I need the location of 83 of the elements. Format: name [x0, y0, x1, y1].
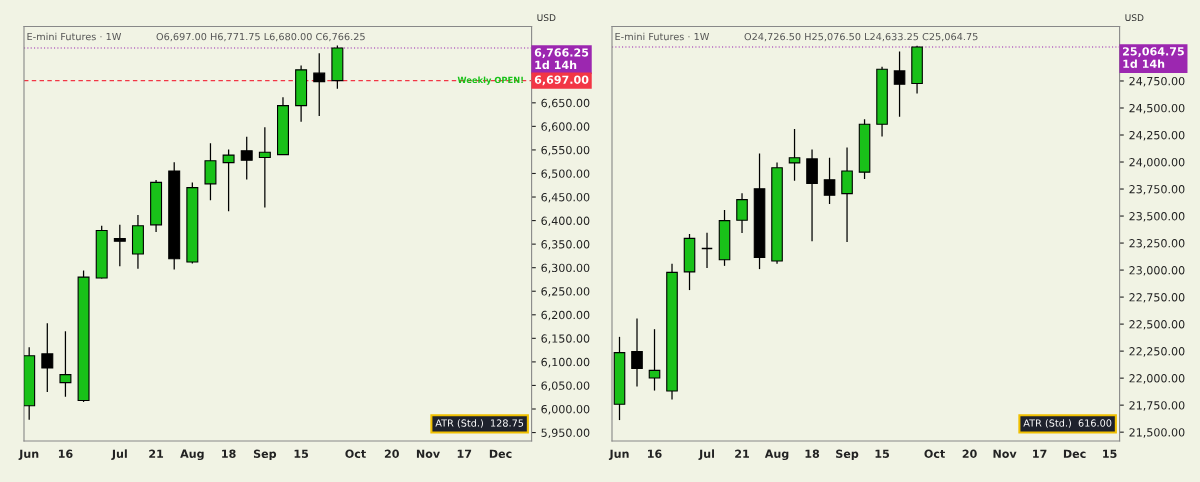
text: E-mini Futures · 1W [615, 32, 710, 41]
y-tick-label: 22,750.00 [1129, 293, 1185, 303]
annotation: ATR (Std.) 616.00 [1023, 419, 1112, 428]
candlestick [788, 128, 801, 182]
x-tick-label: 18 [805, 449, 820, 458]
y-tick-label: 24,000.00 [1129, 157, 1185, 168]
text: E-mini Futures · 1W [27, 32, 122, 41]
y-tick-label: 6,650.00 [541, 98, 590, 109]
x-tick-label: 20 [962, 449, 977, 458]
y-axis-title: USD [1125, 14, 1144, 22]
x-tick-label: 15 [875, 449, 890, 458]
x-tick-label: Aug [764, 449, 789, 461]
x-tick-label: Sep [836, 449, 859, 461]
x-tick-label: Jun [608, 449, 629, 461]
y-tick-label: 6,600.00 [541, 122, 590, 132]
x-tick-label: Jul [698, 449, 715, 461]
y-tick-label: 6,150.00 [541, 334, 590, 344]
candlestick [41, 322, 54, 393]
y-tick-label: 21,500.00 [1129, 428, 1185, 438]
x-tick-label: Jun [18, 449, 39, 461]
x-tick-label: Nov [993, 449, 1017, 458]
candlestick [222, 148, 235, 212]
y-tick-label: 23,750.00 [1129, 185, 1185, 195]
y-tick-label: 5,950.00 [541, 428, 590, 439]
y-tick-label: 6,200.00 [541, 310, 590, 321]
x-tick-label: Dec [489, 449, 512, 458]
y-tick-label: 6,350.00 [541, 240, 590, 250]
x-tick-label: 18 [222, 449, 236, 458]
x-tick-label: 21 [149, 449, 164, 458]
x-tick-label: 15 [1103, 449, 1117, 458]
candlestick [313, 52, 326, 117]
ref-line-label: 25,064.75 1d 14h [1123, 47, 1184, 68]
x-tick-label: 21 [735, 449, 749, 458]
y-tick-label: 6,000.00 [541, 404, 590, 415]
y-tick-label: 6,300.00 [541, 263, 590, 274]
x-tick-label: 16 [648, 449, 662, 458]
x-tick-label: Oct [345, 449, 366, 458]
y-tick-label: 6,100.00 [541, 357, 590, 368]
candlestick [893, 50, 906, 118]
x-tick-label: 16 [58, 449, 73, 458]
y-tick-label: 24,750.00 [1129, 76, 1185, 87]
candlestick [240, 136, 253, 181]
x-tick-label: 15 [294, 449, 309, 458]
candlestick [736, 192, 748, 234]
y-tick-label: 22,500.00 [1129, 320, 1185, 330]
y-tick-label: 22,250.00 [1129, 347, 1185, 357]
y-tick-label: 6,500.00 [541, 169, 590, 179]
y-tick-label: 6,250.00 [541, 287, 590, 297]
text: O24,726.50 H25,076.50 L24,633.25 C25,064.75 [744, 32, 978, 42]
candlestick [631, 317, 643, 388]
y-tick-label: 23,500.00 [1129, 212, 1185, 222]
y-tick-label: 6,050.00 [541, 381, 590, 391]
x-tick-label: Jul [111, 449, 127, 461]
y-tick-label: 22,000.00 [1129, 374, 1185, 384]
y-tick-label: 23,250.00 [1129, 239, 1185, 249]
x-tick-label: Aug [180, 449, 204, 461]
y-tick-label: 24,250.00 [1129, 130, 1185, 141]
y-tick-label: 6,400.00 [541, 216, 590, 227]
y-tick-label: 6,550.00 [541, 145, 590, 156]
x-tick-label: 20 [384, 449, 399, 458]
x-tick-label: 17 [457, 449, 472, 458]
y-tick-label: 6,450.00 [541, 193, 590, 203]
candlestick [258, 126, 271, 209]
candlestick [841, 146, 853, 243]
y-tick-label: 23,000.00 [1129, 266, 1185, 276]
x-tick-label: Nov [416, 449, 440, 458]
candlestick [204, 142, 217, 201]
candlestick [113, 224, 126, 267]
x-tick-label: Dec [1063, 449, 1086, 458]
annotation: ATR (Std.) 128.75 [435, 419, 524, 428]
x-tick-label: Sep [253, 449, 277, 461]
y-axis-title: USD [537, 14, 556, 22]
candlestick [59, 330, 72, 398]
text: O6,697.00 H6,771.75 L6,680.00 C6,766.25 [156, 32, 365, 42]
candlestick [823, 157, 836, 205]
x-tick-label: Oct [924, 449, 945, 458]
ref-line-label: 6,697.00 [534, 75, 589, 86]
ref-line-label: 6,766.25 1d 14h [534, 48, 589, 70]
y-tick-label: 21,750.00 [1129, 401, 1185, 411]
annotation: Weekly OPEN! [457, 76, 523, 85]
x-tick-label: 17 [1033, 449, 1047, 458]
y-tick-label: 24,500.00 [1129, 103, 1185, 114]
candlestick [648, 328, 661, 392]
